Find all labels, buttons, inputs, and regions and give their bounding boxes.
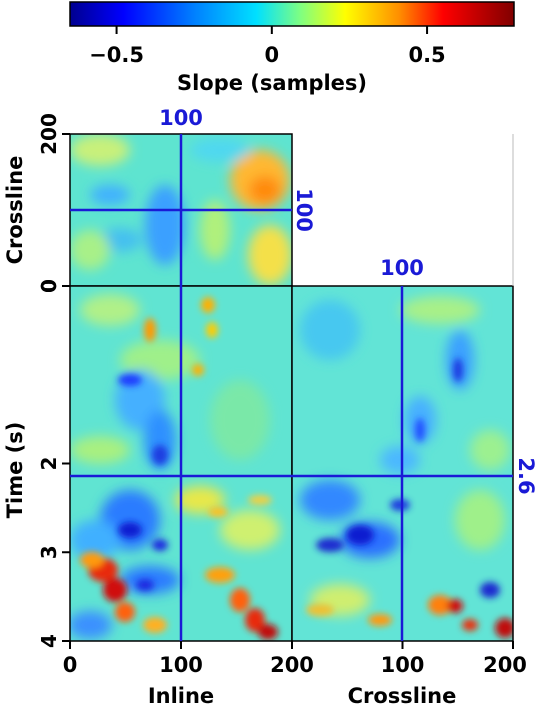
side-xtick-label: 200: [483, 653, 527, 677]
colorbar: −0.5 0 0.5 Slope (samples): [69, 1, 515, 95]
front-ytick-label: 2: [37, 457, 61, 471]
front-panel-yticks: 4 3 2 0: [37, 279, 70, 648]
side-panel-xticks: 100 200: [381, 641, 527, 677]
front-ytick-label: 4: [37, 634, 61, 648]
colorbar-tick-label: 0: [265, 43, 280, 67]
side-panel: 100 200 Crossline 100 2.6: [291, 134, 538, 708]
side-crosshair-time-label: 2.6: [514, 457, 538, 494]
top-panel-yticks: 0 200: [37, 113, 70, 293]
top-ytick-label: 200: [37, 113, 61, 155]
front-ytick-label: 3: [37, 545, 61, 559]
front-xtick-label: 200: [270, 653, 314, 677]
front-panel: 4 3 2 0 0 100 200 Time (s) Inline: [3, 279, 314, 708]
colorbar-ticks: −0.5 0 0.5: [89, 26, 446, 67]
side-panel-image: [292, 286, 513, 641]
front-xtick-label: 100: [159, 653, 203, 677]
top-panel: 0 200 Crossline 100 100: [3, 106, 316, 293]
colorbar-gradient: [69, 1, 515, 27]
front-ytick-label: 0: [37, 279, 61, 293]
side-xtick-label: 100: [381, 653, 425, 677]
top-ytick-label: 0: [37, 279, 61, 293]
front-panel-xlabel: Inline: [148, 684, 214, 708]
top-crosshair-x-label: 100: [159, 106, 203, 130]
colorbar-tick-label: −0.5: [89, 43, 144, 67]
side-crosshair-x-label: 100: [380, 256, 424, 280]
colorbar-title: Slope (samples): [177, 71, 367, 95]
top-panel-ylabel: Crossline: [3, 156, 27, 265]
top-crosshair-y-label: 100: [292, 188, 316, 232]
front-xtick-label: 0: [63, 653, 78, 677]
front-panel-ylabel: Time (s): [3, 422, 27, 519]
side-panel-xlabel: Crossline: [348, 684, 457, 708]
colorbar-tick-label: 0.5: [408, 43, 445, 67]
front-panel-xticks: 0 100 200: [63, 641, 314, 677]
crosshair-lines: [70, 134, 513, 641]
